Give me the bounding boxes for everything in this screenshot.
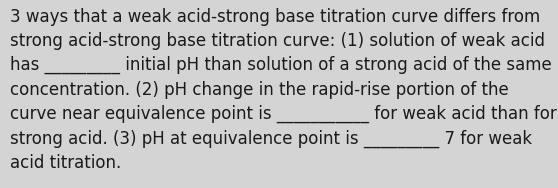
Text: 3 ways that a weak acid-strong base titration curve differs from
strong acid-str: 3 ways that a weak acid-strong base titr… xyxy=(10,8,557,172)
